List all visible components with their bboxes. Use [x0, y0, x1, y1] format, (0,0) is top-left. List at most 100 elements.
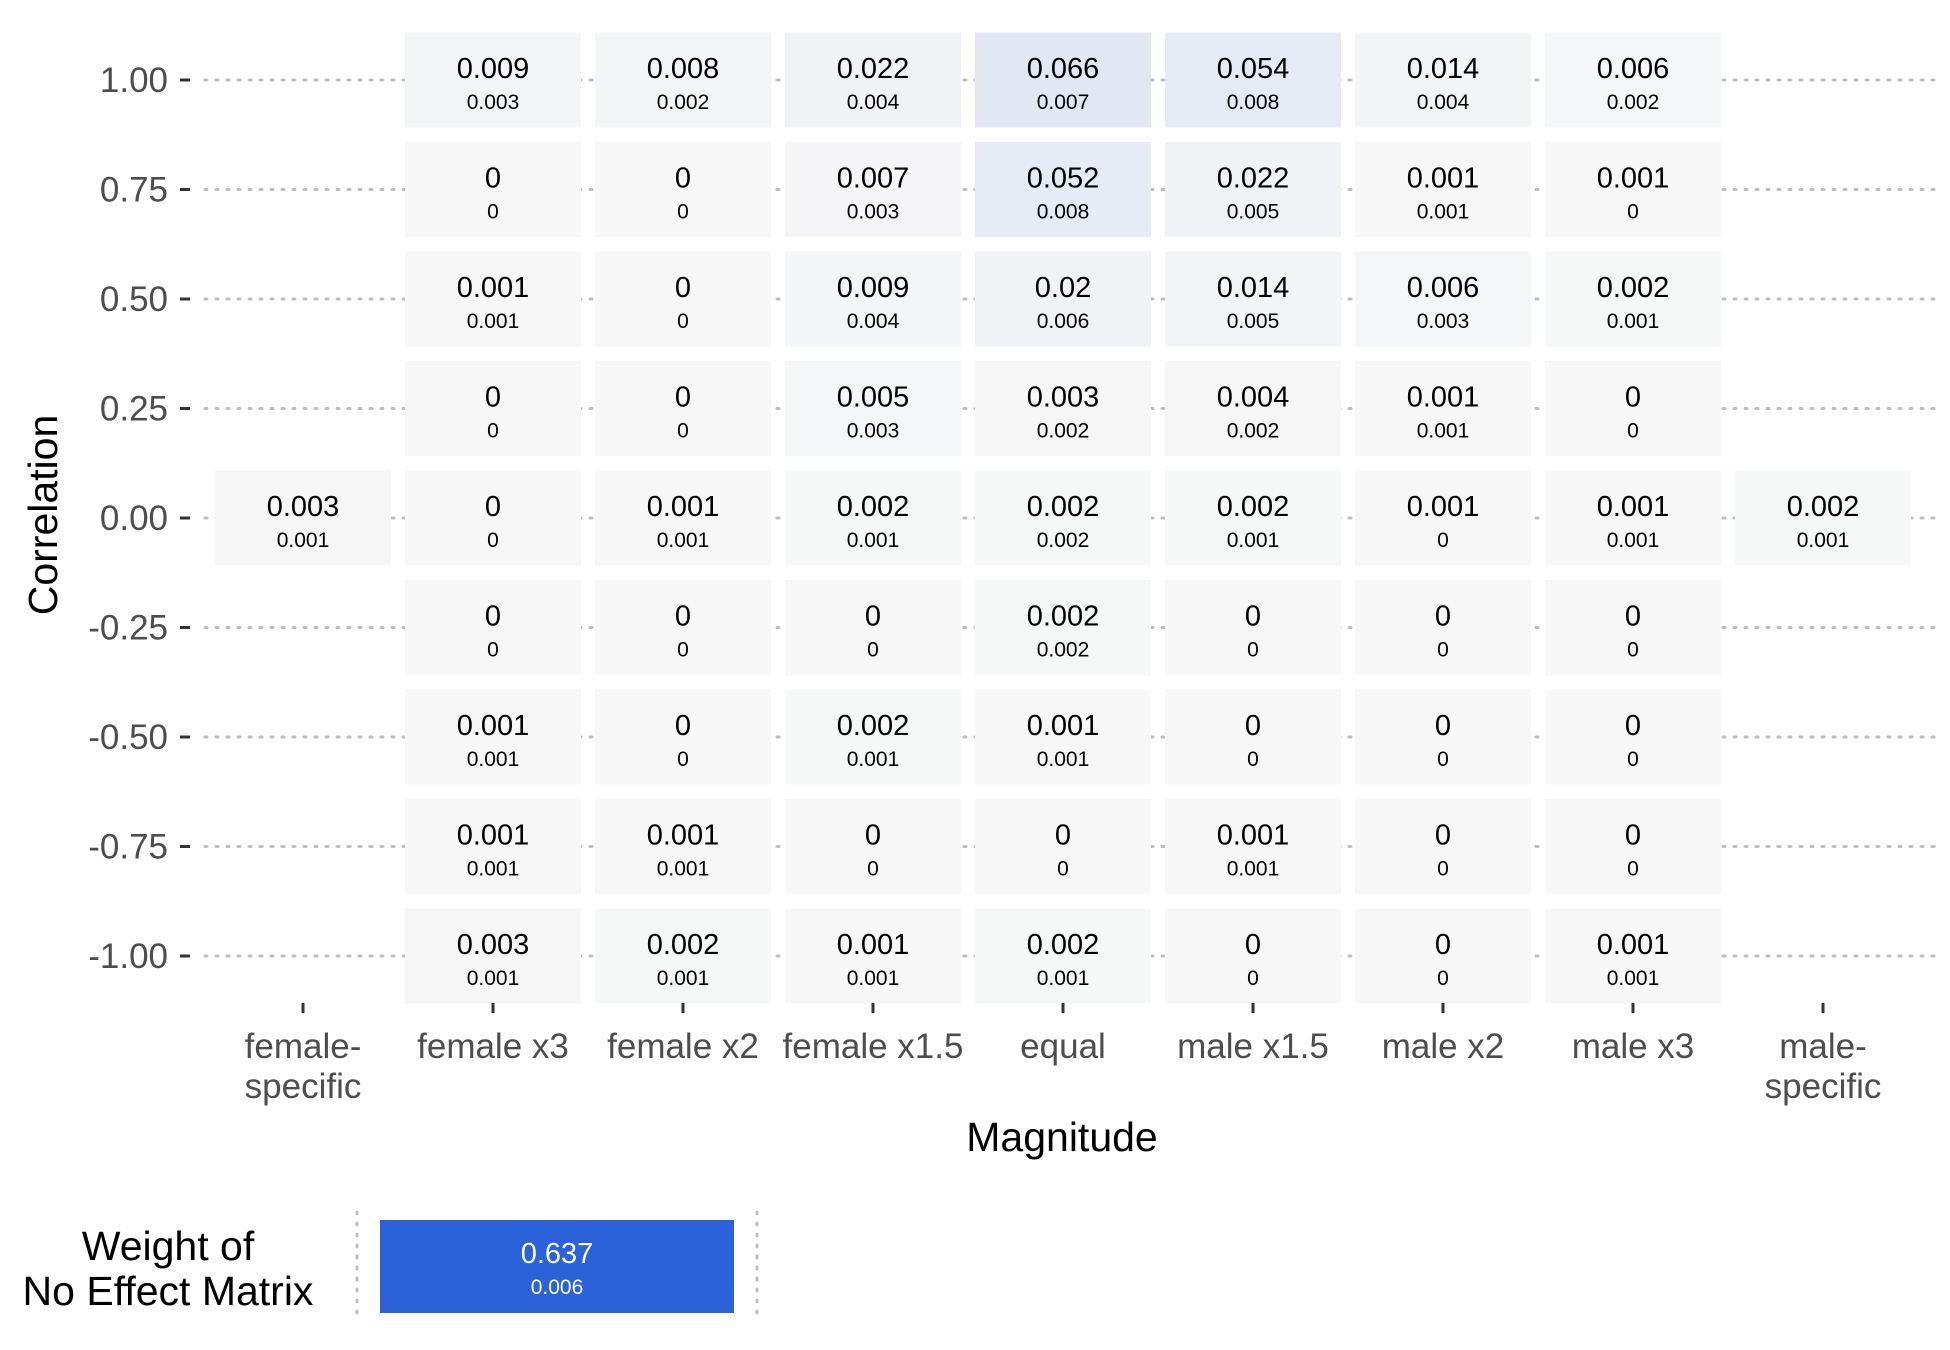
cell-value-label: 0.014 — [1217, 272, 1290, 304]
cell-value-label: 0.001 — [1407, 163, 1480, 195]
cell-value-label: 0.001 — [647, 820, 720, 852]
cell-std-error-label: 0.001 — [1797, 529, 1850, 552]
cell-std-error-label: 0 — [487, 201, 499, 224]
x-tick-label: male x3 — [1572, 1027, 1695, 1066]
cell-std-error-label: 0 — [677, 420, 689, 443]
cell-value-label: 0.022 — [1217, 163, 1290, 195]
cell-value-label: 0 — [1245, 929, 1261, 961]
heatmap-cell: 0.003 0.002 — [975, 361, 1151, 456]
cell-std-error-label: 0 — [487, 420, 499, 443]
cell-fill — [1735, 470, 1911, 566]
cell-value-label: 0.022 — [837, 53, 910, 85]
cell-std-error-label: 0 — [1247, 748, 1259, 771]
cell-fill — [1165, 142, 1341, 237]
cell-fill — [1165, 908, 1341, 1004]
cell-fill — [1355, 689, 1531, 785]
cell-std-error-label: 0.004 — [1417, 91, 1470, 114]
cell-value-label: 0.014 — [1407, 53, 1480, 85]
cell-std-error-label: 0 — [867, 858, 879, 881]
cell-std-error-label: 0 — [1437, 748, 1449, 771]
cell-fill — [1355, 799, 1531, 894]
cell-std-error-label: 0 — [487, 639, 499, 662]
cell-value-label: 0 — [675, 272, 691, 304]
cell-std-error-label: 0.006 — [1037, 310, 1090, 333]
heatmap-cell: 0.001 0.001 — [595, 470, 771, 566]
heatmap-cell: 0.001 0.001 — [405, 251, 581, 347]
heatmap-cell: 00 — [1545, 580, 1721, 675]
heatmap-cell: 0.001 0.001 — [405, 689, 581, 785]
heatmap-cell: 0.001 0.001 — [595, 799, 771, 894]
cell-value-label: 0 — [485, 163, 501, 195]
y-tick-label: 1.00 — [100, 61, 168, 100]
cell-fill — [785, 251, 961, 347]
cell-value-label: 0.006 — [1597, 53, 1670, 85]
cell-fill — [975, 908, 1151, 1004]
cell-fill — [595, 251, 771, 347]
cell-std-error-label: 0.001 — [657, 529, 710, 552]
heatmap-cell: 0.001 0.001 — [405, 799, 581, 894]
cell-std-error-label: 0.007 — [1037, 91, 1090, 114]
x-axis-title: Magnitude — [966, 1114, 1157, 1160]
heatmap-cell: 00 — [1355, 799, 1531, 894]
heatmap-cell: 0.001 0.001 — [975, 689, 1151, 785]
cell-value-label: 0 — [1625, 601, 1641, 633]
cell-std-error-label: 0 — [677, 310, 689, 333]
cell-std-error-label: 0.001 — [847, 967, 900, 990]
y-tick-label: -0.25 — [88, 609, 168, 648]
cell-fill — [405, 470, 581, 566]
heatmap-cell: 0.003 0.001 — [405, 908, 581, 1004]
cell-value-label: 0 — [485, 491, 501, 523]
cell-fill — [405, 799, 581, 894]
cell-std-error-label: 0 — [1247, 639, 1259, 662]
cell-fill — [1545, 580, 1721, 675]
cell-fill — [975, 689, 1151, 785]
cell-value-label: 0.003 — [457, 929, 530, 961]
cell-std-error-label: 0 — [1627, 858, 1639, 881]
heatmap-cell: 0.066 0.007 — [975, 32, 1151, 128]
cell-fill — [595, 580, 771, 675]
heatmap-cells: 0.009 0.003 0.008 0.002 0.022 0.004 0.066 0.007… — [215, 32, 1911, 1004]
cell-value-label: 0 — [1625, 710, 1641, 742]
cell-fill — [785, 32, 961, 128]
cell-std-error-label: 0 — [1627, 201, 1639, 224]
cell-value-label: 0.001 — [1597, 929, 1670, 961]
y-tick-label: -1.00 — [88, 937, 168, 976]
cell-fill — [405, 689, 581, 785]
cell-std-error-label: 0.008 — [1227, 91, 1280, 114]
cell-fill — [1165, 799, 1341, 894]
cell-fill — [1355, 580, 1531, 675]
cell-fill — [785, 361, 961, 456]
x-tick-label: female x3 — [417, 1027, 569, 1066]
no-effect-panel: Weight of No Effect Matrix 0.637 0.006 — [23, 1210, 759, 1324]
cell-std-error-label: 0.001 — [467, 967, 520, 990]
cell-value-label: 0 — [1055, 820, 1071, 852]
cell-value-label: 0.007 — [837, 163, 910, 195]
cell-std-error-label: 0.002 — [1607, 91, 1660, 114]
cell-std-error-label: 0.001 — [277, 529, 330, 552]
cell-std-error-label: 0.001 — [1607, 529, 1660, 552]
cell-fill — [1545, 32, 1721, 128]
cell-value-label: 0.001 — [457, 272, 530, 304]
cell-value-label: 0.001 — [837, 929, 910, 961]
heatmap-cell: 0.007 0.003 — [785, 142, 961, 237]
heatmap-cell: 00 — [595, 361, 771, 456]
heatmap-cell: 0.002 0.002 — [975, 580, 1151, 675]
cell-fill — [975, 142, 1151, 237]
heatmap-cell: 0.002 0.002 — [975, 470, 1151, 566]
cell-value-label: 0.001 — [1597, 491, 1670, 523]
y-tick-label: -0.50 — [88, 718, 168, 757]
cell-std-error-label: 0.005 — [1227, 201, 1280, 224]
heatmap-cell: 00 — [405, 470, 581, 566]
heatmap-cell: 00 — [405, 361, 581, 456]
cell-fill — [785, 580, 961, 675]
cell-fill — [595, 908, 771, 1004]
cell-value-label: 0.001 — [1407, 491, 1480, 523]
heatmap-cell: 0.002 0.001 — [595, 908, 771, 1004]
x-tick-label: female x2 — [607, 1027, 759, 1066]
heatmap-cell: 0.002 0.001 — [1545, 251, 1721, 347]
cell-std-error-label: 0.001 — [467, 748, 520, 771]
x-tick-label: male x2 — [1382, 1027, 1505, 1066]
cell-fill — [1355, 470, 1531, 566]
cell-fill — [215, 470, 391, 566]
